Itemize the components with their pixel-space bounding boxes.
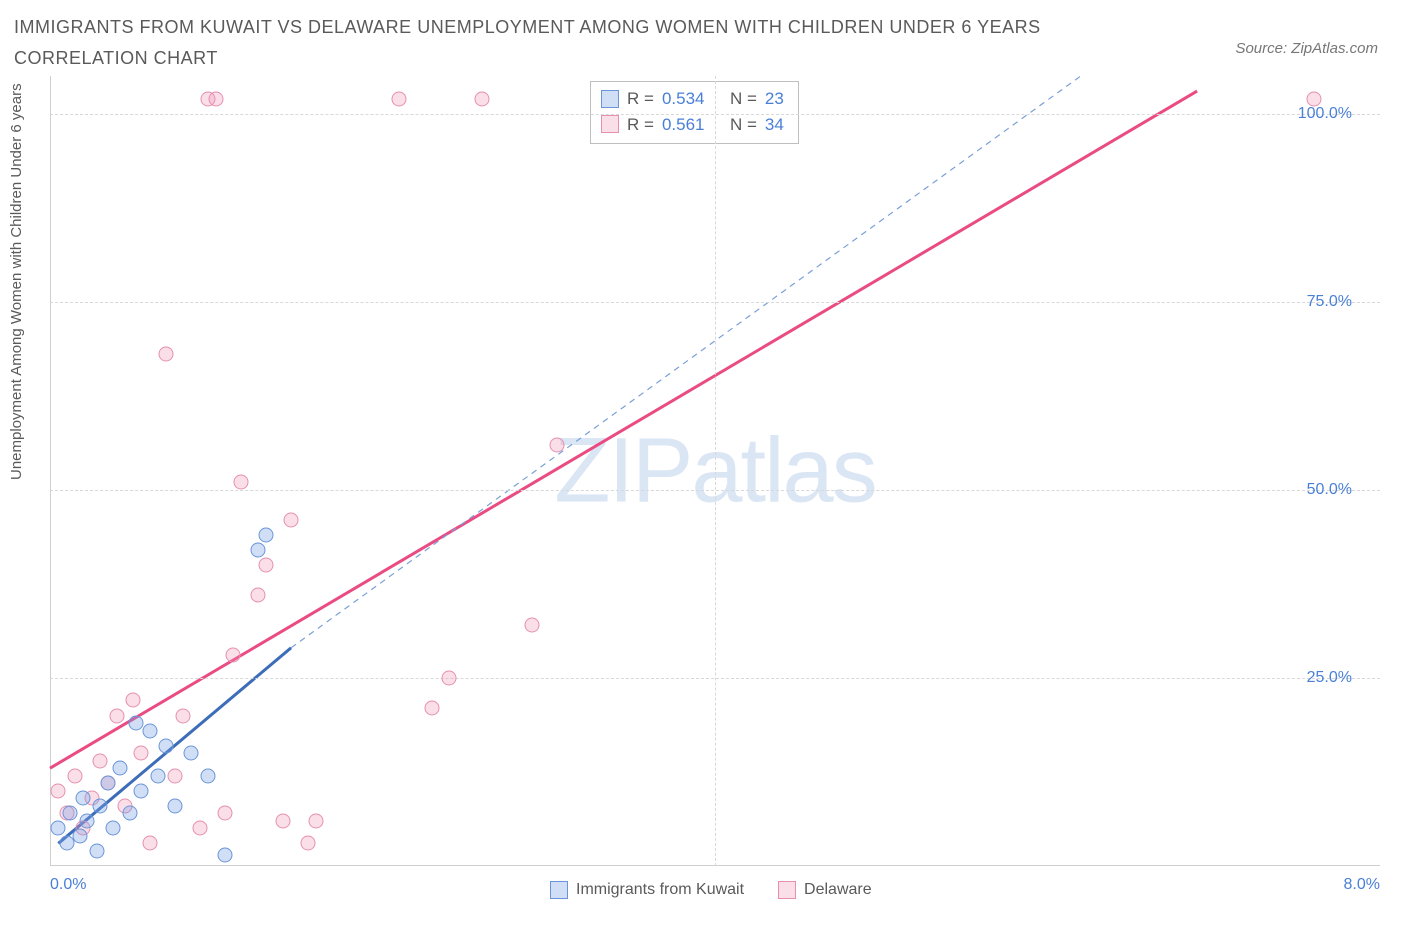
data-point-pink [134, 746, 149, 761]
data-point-blue [92, 798, 107, 813]
watermark-bold: ZIP [554, 420, 691, 522]
data-point-blue [79, 813, 94, 828]
data-point-pink [1306, 91, 1321, 106]
gridline-v [715, 76, 716, 866]
data-point-pink [309, 813, 324, 828]
stat-label-n2: N = [730, 112, 757, 138]
data-point-blue [167, 798, 182, 813]
data-point-blue [106, 821, 121, 836]
data-point-pink [217, 806, 232, 821]
x-tick-label: 0.0% [50, 876, 86, 894]
y-axis-label: Unemployment Among Women with Children U… [8, 83, 25, 480]
y-tick-label: 50.0% [1307, 481, 1352, 499]
legend-label-blue: Immigrants from Kuwait [576, 881, 744, 899]
data-point-pink [51, 783, 66, 798]
data-point-blue [250, 543, 265, 558]
data-point-blue [200, 768, 215, 783]
data-point-pink [142, 836, 157, 851]
data-point-pink [300, 836, 315, 851]
data-point-pink [176, 708, 191, 723]
data-point-blue [184, 746, 199, 761]
legend-swatch-pink-icon [778, 881, 796, 899]
data-point-blue [134, 783, 149, 798]
data-point-blue [51, 821, 66, 836]
data-point-pink [442, 670, 457, 685]
stats-box: R = 0.534 N = 23 R = 0.561 N = 34 [590, 81, 799, 144]
data-point-blue [159, 738, 174, 753]
data-point-blue [89, 843, 104, 858]
data-point-pink [159, 347, 174, 362]
data-point-blue [122, 806, 137, 821]
stat-blue-r: 0.534 [662, 86, 705, 112]
data-point-blue [142, 723, 157, 738]
swatch-blue-icon [601, 90, 619, 108]
data-point-blue [76, 791, 91, 806]
data-point-pink [192, 821, 207, 836]
data-point-pink [109, 708, 124, 723]
data-point-pink [126, 693, 141, 708]
source-credit: Source: ZipAtlas.com [1235, 40, 1378, 57]
data-point-pink [525, 618, 540, 633]
y-tick-label: 100.0% [1298, 105, 1352, 123]
data-point-blue [151, 768, 166, 783]
stat-label-r2: R = [627, 112, 654, 138]
y-tick-label: 25.0% [1307, 669, 1352, 687]
data-point-pink [275, 813, 290, 828]
data-point-blue [259, 527, 274, 542]
data-point-pink [550, 437, 565, 452]
legend-swatch-blue-icon [550, 881, 568, 899]
legend: Immigrants from Kuwait Delaware [550, 881, 872, 899]
data-point-pink [234, 475, 249, 490]
legend-item-blue: Immigrants from Kuwait [550, 881, 744, 899]
data-point-blue [112, 761, 127, 776]
chart-plot-area: ZIPatlas R = 0.534 N = 23 R = 0.561 N = … [50, 76, 1380, 866]
data-point-pink [67, 768, 82, 783]
data-point-pink [475, 91, 490, 106]
stat-pink-n: 34 [765, 112, 784, 138]
stat-label-r: R = [627, 86, 654, 112]
legend-item-pink: Delaware [778, 881, 872, 899]
data-point-pink [250, 588, 265, 603]
stats-row-blue: R = 0.534 N = 23 [601, 86, 784, 112]
legend-label-pink: Delaware [804, 881, 872, 899]
stat-label-n: N = [730, 86, 757, 112]
data-point-pink [225, 648, 240, 663]
stat-blue-n: 23 [765, 86, 784, 112]
stats-row-pink: R = 0.561 N = 34 [601, 112, 784, 138]
data-point-blue [101, 776, 116, 791]
watermark-light: atlas [691, 420, 875, 522]
stat-pink-r: 0.561 [662, 112, 705, 138]
data-point-pink [259, 558, 274, 573]
data-point-blue [62, 806, 77, 821]
y-axis [50, 76, 51, 866]
x-tick-label: 8.0% [1344, 876, 1380, 894]
data-point-pink [392, 91, 407, 106]
swatch-pink-icon [601, 115, 619, 133]
data-point-pink [167, 768, 182, 783]
y-tick-label: 75.0% [1307, 293, 1352, 311]
data-point-blue [217, 847, 232, 862]
data-point-pink [284, 512, 299, 527]
data-point-pink [209, 91, 224, 106]
chart-title: IMMIGRANTS FROM KUWAIT VS DELAWARE UNEMP… [14, 12, 1114, 73]
data-point-blue [72, 828, 87, 843]
data-point-pink [425, 701, 440, 716]
data-point-pink [92, 753, 107, 768]
